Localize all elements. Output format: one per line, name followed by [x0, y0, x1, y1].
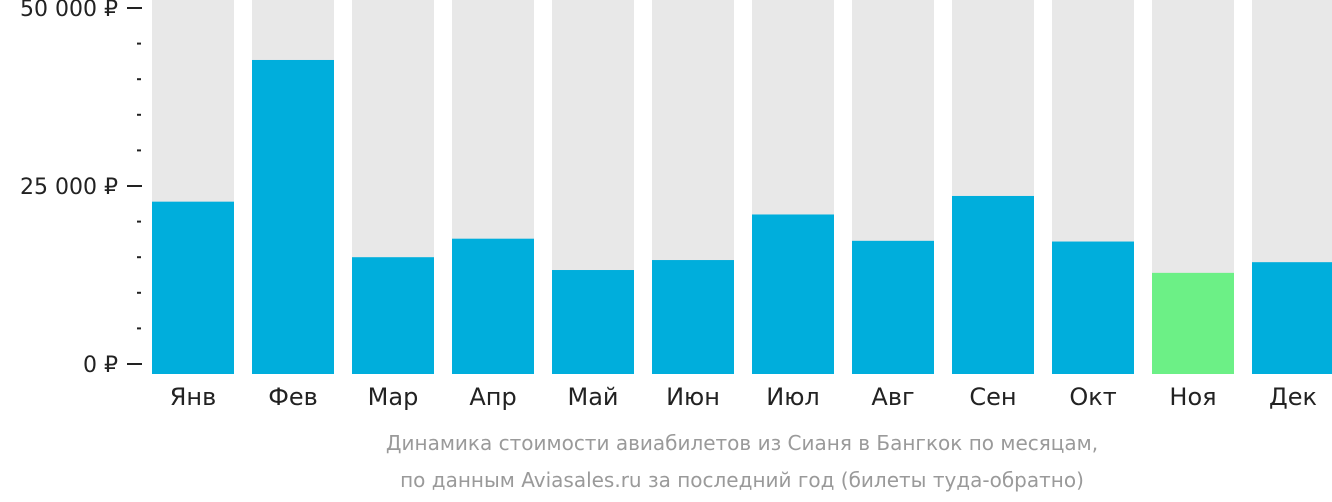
- x-tick-label: Янв: [170, 383, 217, 411]
- x-tick-label: Окт: [1069, 383, 1116, 411]
- bar[interactable]: [752, 214, 834, 374]
- chart-caption: Динамика стоимости авиабилетов из Сианя …: [386, 431, 1098, 492]
- caption-line-2: по данным Aviasales.ru за последний год …: [400, 468, 1084, 492]
- x-tick-label: Сен: [969, 383, 1016, 411]
- y-tick-label: 25 000 ₽: [20, 175, 118, 200]
- bar[interactable]: [552, 270, 634, 374]
- bar[interactable]: [852, 240, 934, 374]
- x-tick-label: Ноя: [1169, 383, 1216, 411]
- y-tick-label: 0 ₽: [83, 353, 118, 378]
- x-tick-label: Авг: [871, 383, 914, 411]
- bar[interactable]: [1252, 262, 1332, 374]
- x-tick-label: Апр: [469, 383, 516, 411]
- x-tick-label: Июн: [666, 383, 720, 411]
- bar[interactable]: [152, 201, 234, 374]
- bar[interactable]: [252, 59, 334, 374]
- bar[interactable]: [452, 238, 534, 374]
- x-tick-label: Фев: [268, 383, 318, 411]
- y-tick-label: 50 000 ₽: [20, 0, 118, 22]
- bar[interactable]: [1152, 272, 1234, 374]
- bar[interactable]: [352, 257, 434, 374]
- x-tick-label: Июл: [766, 383, 820, 411]
- x-tick-label: Мар: [368, 383, 419, 411]
- bar[interactable]: [652, 260, 734, 374]
- x-axis: Янв Фев Мар Апр Май Июн Июл Авг Сен Окт Ноя Дек: [170, 383, 1317, 411]
- x-tick-label: Дек: [1269, 383, 1317, 411]
- y-axis: 0 ₽ 25 000 ₽ 50 000 ₽: [20, 0, 142, 378]
- caption-line-1: Динамика стоимости авиабилетов из Сианя …: [386, 431, 1098, 455]
- x-tick-label: Май: [567, 383, 618, 411]
- bar[interactable]: [1052, 241, 1134, 374]
- bar[interactable]: [952, 195, 1034, 374]
- data-bars: [152, 59, 1332, 374]
